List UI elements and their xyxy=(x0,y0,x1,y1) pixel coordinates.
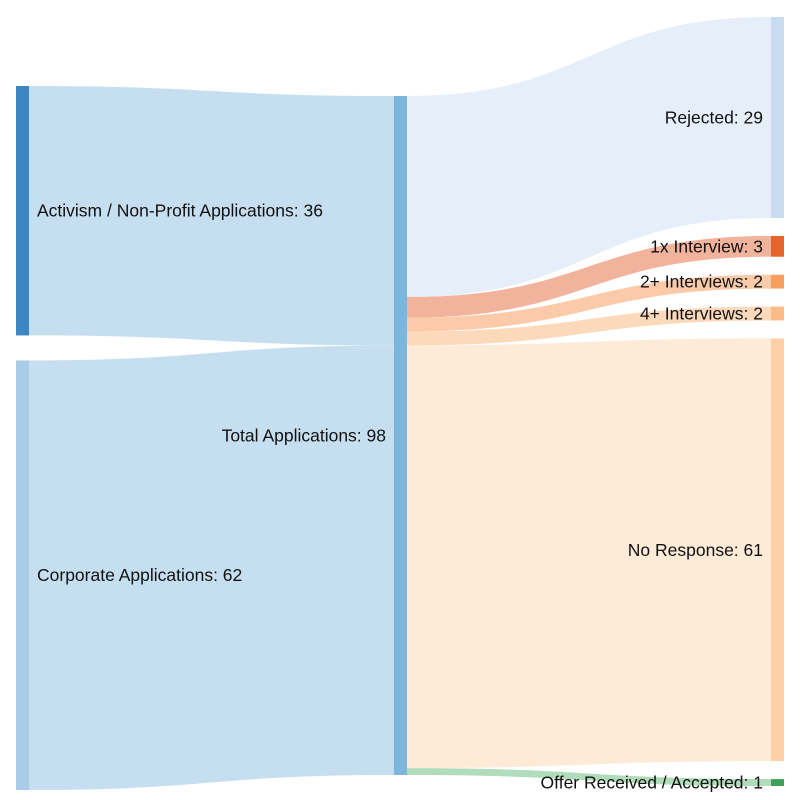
node-interview2 xyxy=(771,274,784,289)
links-layer xyxy=(29,17,771,790)
node-label-rejected: Rejected: 29 xyxy=(665,107,763,127)
link-total-interview2 xyxy=(407,274,771,332)
node-label-offer: Offer Received / Accepted: 1 xyxy=(541,773,763,793)
node-offer xyxy=(771,779,784,786)
node-interview1 xyxy=(771,235,784,257)
link-total-interview4 xyxy=(407,306,771,346)
node-activism xyxy=(16,86,29,336)
node-label-corporate: Corporate Applications: 62 xyxy=(37,565,242,585)
node-label-total: Total Applications: 98 xyxy=(222,426,386,446)
node-rejected xyxy=(771,17,784,218)
link-corporate-total xyxy=(29,345,394,790)
node-label-interview1: 1x Interview: 3 xyxy=(650,236,763,256)
node-label-activism: Activism / Non-Profit Applications: 36 xyxy=(37,201,323,221)
link-total-rejected xyxy=(407,17,771,297)
link-total-offer xyxy=(407,768,771,786)
node-corporate xyxy=(16,360,29,790)
node-interview4 xyxy=(771,306,784,321)
node-total xyxy=(394,96,407,775)
nodes-layer xyxy=(16,17,784,790)
labels-layer: Activism / Non-Profit Applications: 36 Co… xyxy=(37,107,763,792)
link-activism-total xyxy=(29,86,394,346)
link-total-noresponse xyxy=(407,338,771,769)
node-label-interview2: 2+ Interviews: 2 xyxy=(640,272,763,292)
node-label-noresponse: No Response: 61 xyxy=(628,540,763,560)
node-label-interview4: 4+ Interviews: 2 xyxy=(640,304,763,324)
node-noresponse xyxy=(771,338,784,762)
link-total-interview1 xyxy=(407,235,771,318)
